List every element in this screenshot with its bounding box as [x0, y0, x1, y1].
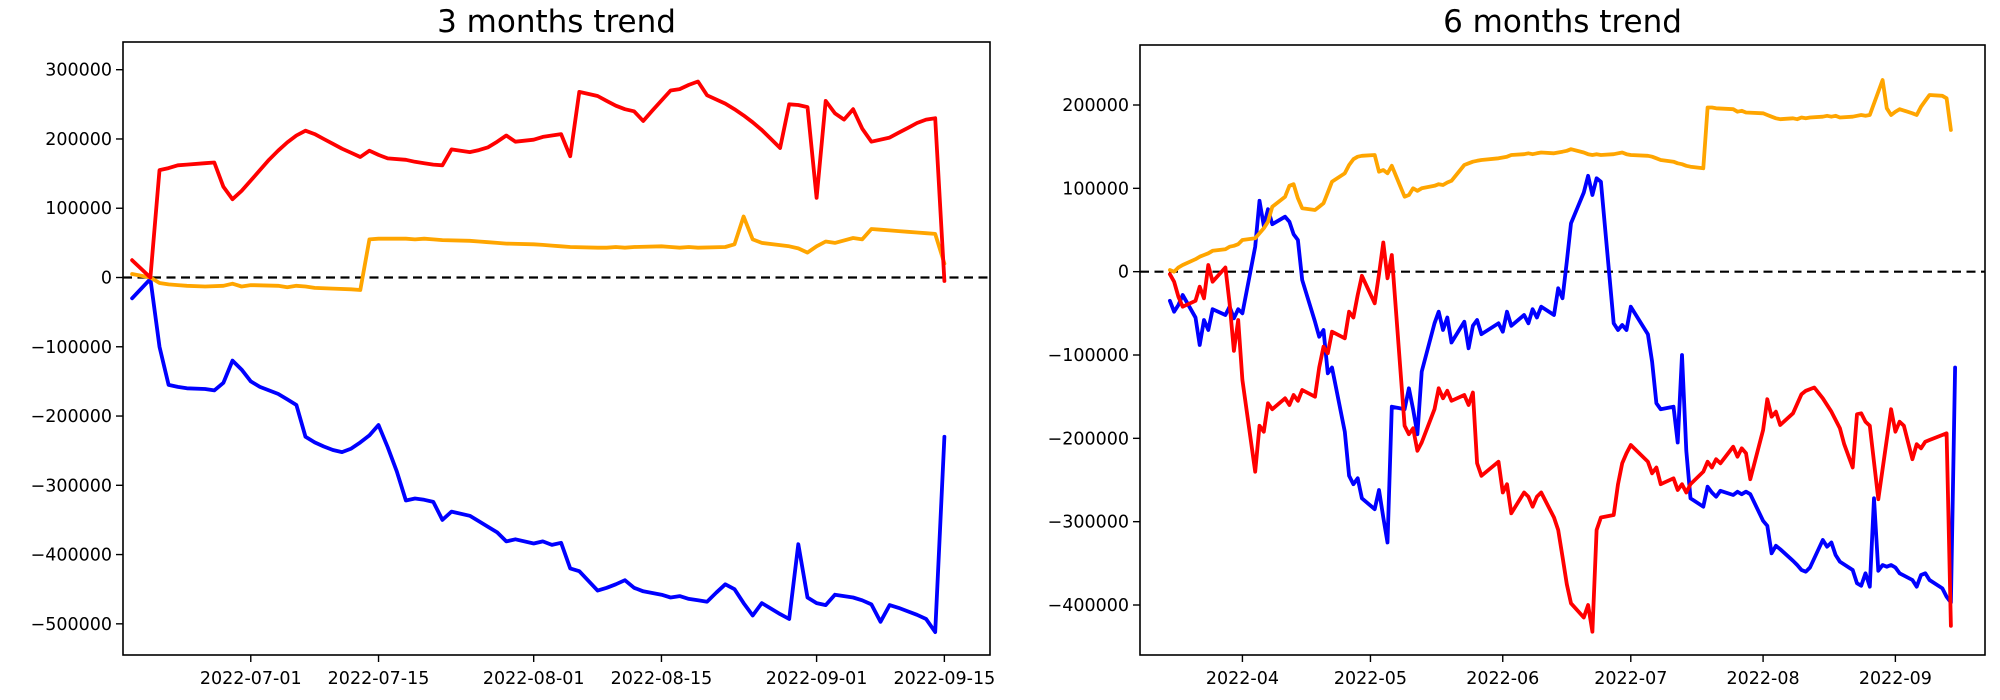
- chart-3-months-trend: 3 months trend 300000 200000 100000 0 −10000…: [31, 4, 996, 689]
- x-tick-label: 2022-07: [1594, 669, 1667, 689]
- series-line-blue: [130, 276, 947, 634]
- y-tick-label: 0: [101, 269, 112, 289]
- y-tick-label: −300000: [31, 476, 112, 496]
- y-tick-label: −100000: [1048, 346, 1129, 366]
- y-tick-label: 0: [1118, 263, 1129, 283]
- y-tick-label: −400000: [31, 546, 112, 566]
- x-tick-label: 2022-09-01: [766, 669, 868, 689]
- plot-6-months: 200000 100000 0 −100000 −200000 −300000 −40000…: [1048, 44, 1986, 689]
- x-tick-label: 2022-08-15: [611, 669, 713, 689]
- y-tick-label: 200000: [45, 130, 112, 150]
- y-tick-label: −100000: [31, 338, 112, 358]
- chart-6-months-trend: 6 months trend 200000 100000 0 −100000 −2000…: [1000, 0, 2000, 700]
- x-tick-label: 2022-07-15: [328, 669, 430, 689]
- series-line-blue: [1167, 173, 1957, 605]
- x-tick-label: 2022-06: [1466, 669, 1539, 689]
- x-tick-label: 2022-07-01: [200, 669, 302, 689]
- x-tick-label: 2022-09-15: [894, 669, 996, 689]
- x-tick-label: 2022-09: [1859, 669, 1932, 689]
- x-tick-label: 2022-08-01: [483, 669, 585, 689]
- plot-3-months: 300000 200000 100000 0 −100000 −200000 −300000…: [31, 41, 996, 689]
- y-tick-label: 100000: [1062, 179, 1129, 199]
- x-tick-label: 2022-05: [1334, 669, 1407, 689]
- y-tick-label: 200000: [1062, 96, 1129, 116]
- y-tick-label: −300000: [1048, 513, 1129, 533]
- y-tick-label: −500000: [31, 615, 112, 635]
- x-tick-label: 2022-04: [1206, 669, 1279, 689]
- series-line-red: [1167, 240, 1953, 634]
- x-tick-label: 2022-08: [1727, 669, 1800, 689]
- y-tick-label: −200000: [1048, 429, 1129, 449]
- y-tick-label: −200000: [31, 407, 112, 427]
- y-tick-label: 100000: [45, 199, 112, 219]
- y-tick-label: 300000: [45, 61, 112, 81]
- chart-title-6-months: 6 months trend: [1443, 4, 1682, 40]
- y-tick-label: −400000: [1048, 596, 1129, 616]
- series-line-orange: [1167, 78, 1953, 274]
- plot-border: [122, 41, 991, 656]
- series-line-orange: [130, 214, 947, 292]
- series-line-red: [130, 79, 947, 283]
- chart-title-3-months: 3 months trend: [437, 4, 676, 40]
